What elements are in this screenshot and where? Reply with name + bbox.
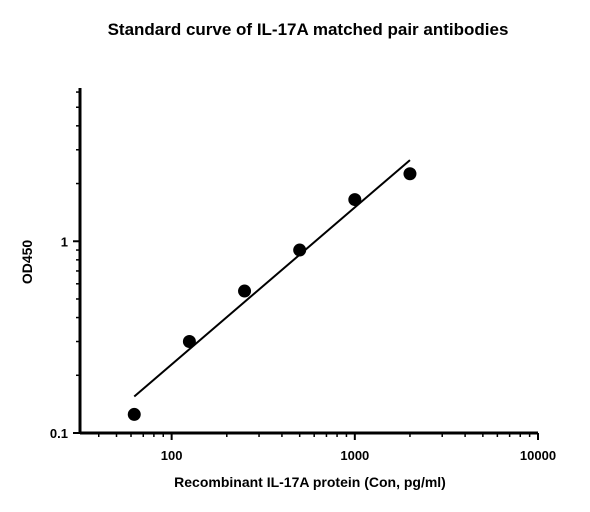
y-tick-label: 1 — [61, 234, 68, 249]
y-tick-label: 0.1 — [50, 426, 68, 441]
data-points — [127, 167, 417, 421]
y-axis-label: OD450 — [19, 240, 35, 285]
x-tick-label: 10000 — [520, 448, 556, 463]
data-point — [348, 193, 362, 207]
data-point — [293, 243, 307, 257]
ticks: 100 1000 10000 0.1 1 — [50, 91, 556, 463]
x-axis-label: Recombinant IL-17A protein (Con, pg/ml) — [174, 474, 446, 490]
data-point — [238, 284, 252, 298]
data-point — [403, 167, 417, 181]
data-point — [182, 335, 196, 349]
data-point — [127, 407, 141, 421]
x-tick-label: 100 — [161, 448, 183, 463]
chart-title: Standard curve of IL-17A matched pair an… — [108, 20, 509, 39]
x-tick-label: 1000 — [340, 448, 369, 463]
fit-line — [133, 159, 411, 398]
axes — [78, 88, 538, 435]
fit-line-group — [133, 159, 411, 398]
